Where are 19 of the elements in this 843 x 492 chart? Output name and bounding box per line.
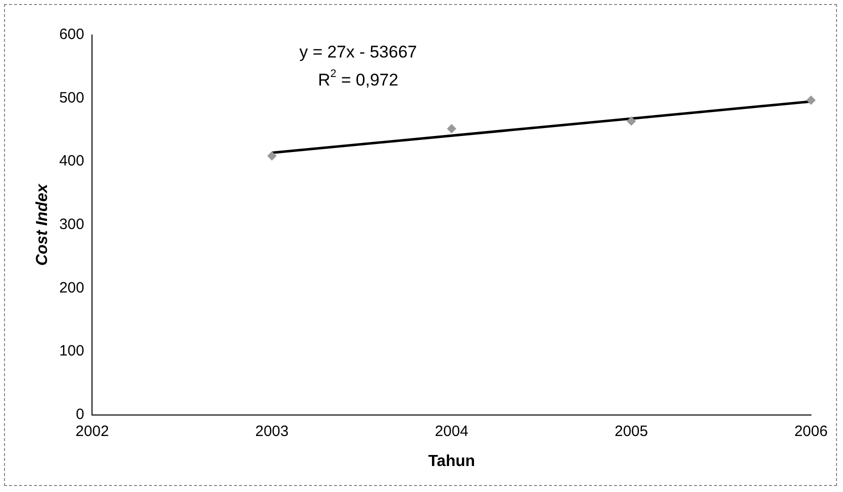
point (447, 124, 456, 134)
point (626, 116, 636, 126)
y-tick-label: 400 (59, 152, 84, 170)
point (267, 151, 276, 160)
x-tick-label: 2003 (255, 422, 289, 440)
y-tick-label: 0 (76, 406, 84, 423)
y-axis-title: Cost Index (34, 182, 52, 266)
y-tick-label: 300 (59, 216, 84, 234)
x-tick-label: 2002 (76, 422, 109, 440)
y-tick-label: 200 (59, 279, 84, 296)
x-tick-label: 2005 (614, 422, 648, 440)
y-tick-label: 100 (59, 342, 84, 360)
y-tick-label: 600 (59, 26, 84, 44)
x-tick-label: 2004 (434, 422, 468, 440)
x-axis-title: Tahun (428, 452, 476, 470)
annotation: y = 27x - 53667 (299, 42, 418, 62)
point (806, 96, 816, 105)
x-tick-label: 2006 (794, 422, 828, 440)
y-tick-label: 500 (59, 89, 84, 106)
